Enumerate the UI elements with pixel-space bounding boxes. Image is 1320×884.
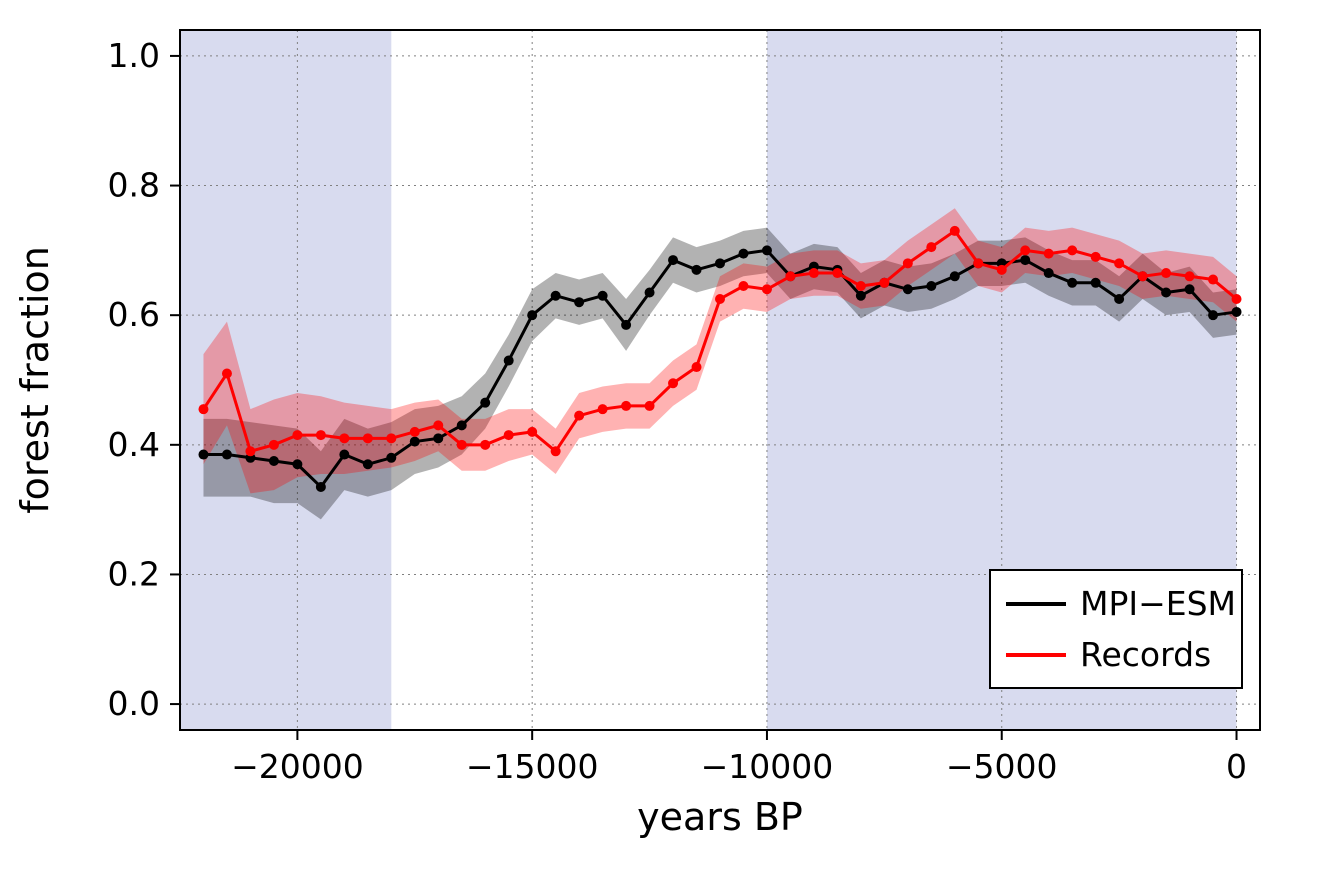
mpi_esm-marker [715,258,725,268]
records-marker [386,433,396,443]
records-marker [832,268,842,278]
x-tick-label: −10000 [701,747,834,786]
records-marker [198,404,208,414]
mpi_esm-marker [222,450,232,460]
mpi_esm-marker [1161,288,1171,298]
records-marker [668,378,678,388]
x-tick-label: −15000 [466,747,599,786]
x-tick-label: −20000 [231,747,364,786]
records-marker [997,265,1007,275]
records-marker [1208,275,1218,285]
y-axis-label: forest fraction [13,246,57,514]
records-marker [457,440,467,450]
records-marker [551,446,561,456]
records-marker [621,401,631,411]
records-marker [480,440,490,450]
mpi_esm-marker [457,420,467,430]
y-tick-label: 0.8 [108,166,160,205]
mpi_esm-marker [292,459,302,469]
mpi_esm-marker [598,291,608,301]
mpi_esm-marker [762,245,772,255]
records-marker [879,278,889,288]
mpi_esm-marker [504,356,514,366]
mpi_esm-marker [621,320,631,330]
records-marker [1114,258,1124,268]
mpi_esm-marker [433,433,443,443]
records-marker [292,430,302,440]
mpi_esm-marker [363,459,373,469]
mpi_esm-marker [738,249,748,259]
records-marker [1044,249,1054,259]
mpi_esm-marker [903,284,913,294]
records-marker [245,446,255,456]
mpi_esm-marker [1114,294,1124,304]
records-marker [1232,294,1242,304]
mpi_esm-marker [950,271,960,281]
x-axis-label: years BP [637,795,803,839]
forest-fraction-chart: −20000 −15000 −10000 −5000 0 0.0 0.2 0.4 0.6 0.8 1… [0,0,1320,884]
records-marker [973,258,983,268]
mpi_esm-marker [856,291,866,301]
records-marker [785,271,795,281]
records-marker [269,440,279,450]
mpi_esm-marker [269,456,279,466]
y-tick-label: 0.4 [108,425,160,464]
records-marker [433,420,443,430]
y-tick-label: 1.0 [108,36,160,75]
mpi_esm-marker [574,297,584,307]
mpi_esm-marker [692,265,702,275]
mpi_esm-marker [551,291,561,301]
mpi_esm-marker [1067,278,1077,288]
records-marker [809,268,819,278]
legend-label-mpi_esm: MPI−ESM [1080,584,1236,623]
records-marker [1020,245,1030,255]
x-tick-label: 0 [1226,747,1247,786]
mpi_esm-marker [198,450,208,460]
records-marker [926,242,936,252]
records-marker [762,284,772,294]
records-marker [410,427,420,437]
legend-label-records: Records [1080,635,1211,674]
y-tick-label: 0.2 [108,554,160,593]
mpi_esm-marker [645,288,655,298]
y-tick-label: 0.6 [108,295,160,334]
mpi_esm-marker [386,453,396,463]
mpi_esm-marker [1091,278,1101,288]
records-marker [1138,271,1148,281]
records-marker [738,281,748,291]
mpi_esm-marker [1232,307,1242,317]
records-marker [1185,271,1195,281]
records-marker [1091,252,1101,262]
mpi_esm-marker [1020,255,1030,265]
records-marker [598,404,608,414]
mpi_esm-marker [668,255,678,265]
mpi_esm-marker [480,398,490,408]
records-marker [504,430,514,440]
mpi_esm-marker [1208,310,1218,320]
chart-svg: −20000 −15000 −10000 −5000 0 0.0 0.2 0.4 0.6 0.8 1… [0,0,1320,884]
x-tick-label: −5000 [946,747,1058,786]
records-marker [363,433,373,443]
mpi_esm-marker [926,281,936,291]
records-marker [715,294,725,304]
records-marker [1161,268,1171,278]
mpi_esm-marker [1044,268,1054,278]
records-marker [527,427,537,437]
records-marker [316,430,326,440]
mpi_esm-marker [1185,284,1195,294]
y-tick-label: 0.0 [108,684,160,723]
records-marker [222,369,232,379]
records-marker [856,281,866,291]
records-marker [645,401,655,411]
records-marker [339,433,349,443]
mpi_esm-marker [316,482,326,492]
records-marker [574,411,584,421]
mpi_esm-marker [339,450,349,460]
records-marker [903,258,913,268]
records-marker [692,362,702,372]
records-marker [1067,245,1077,255]
mpi_esm-marker [527,310,537,320]
mpi_esm-marker [410,437,420,447]
records-marker [950,226,960,236]
